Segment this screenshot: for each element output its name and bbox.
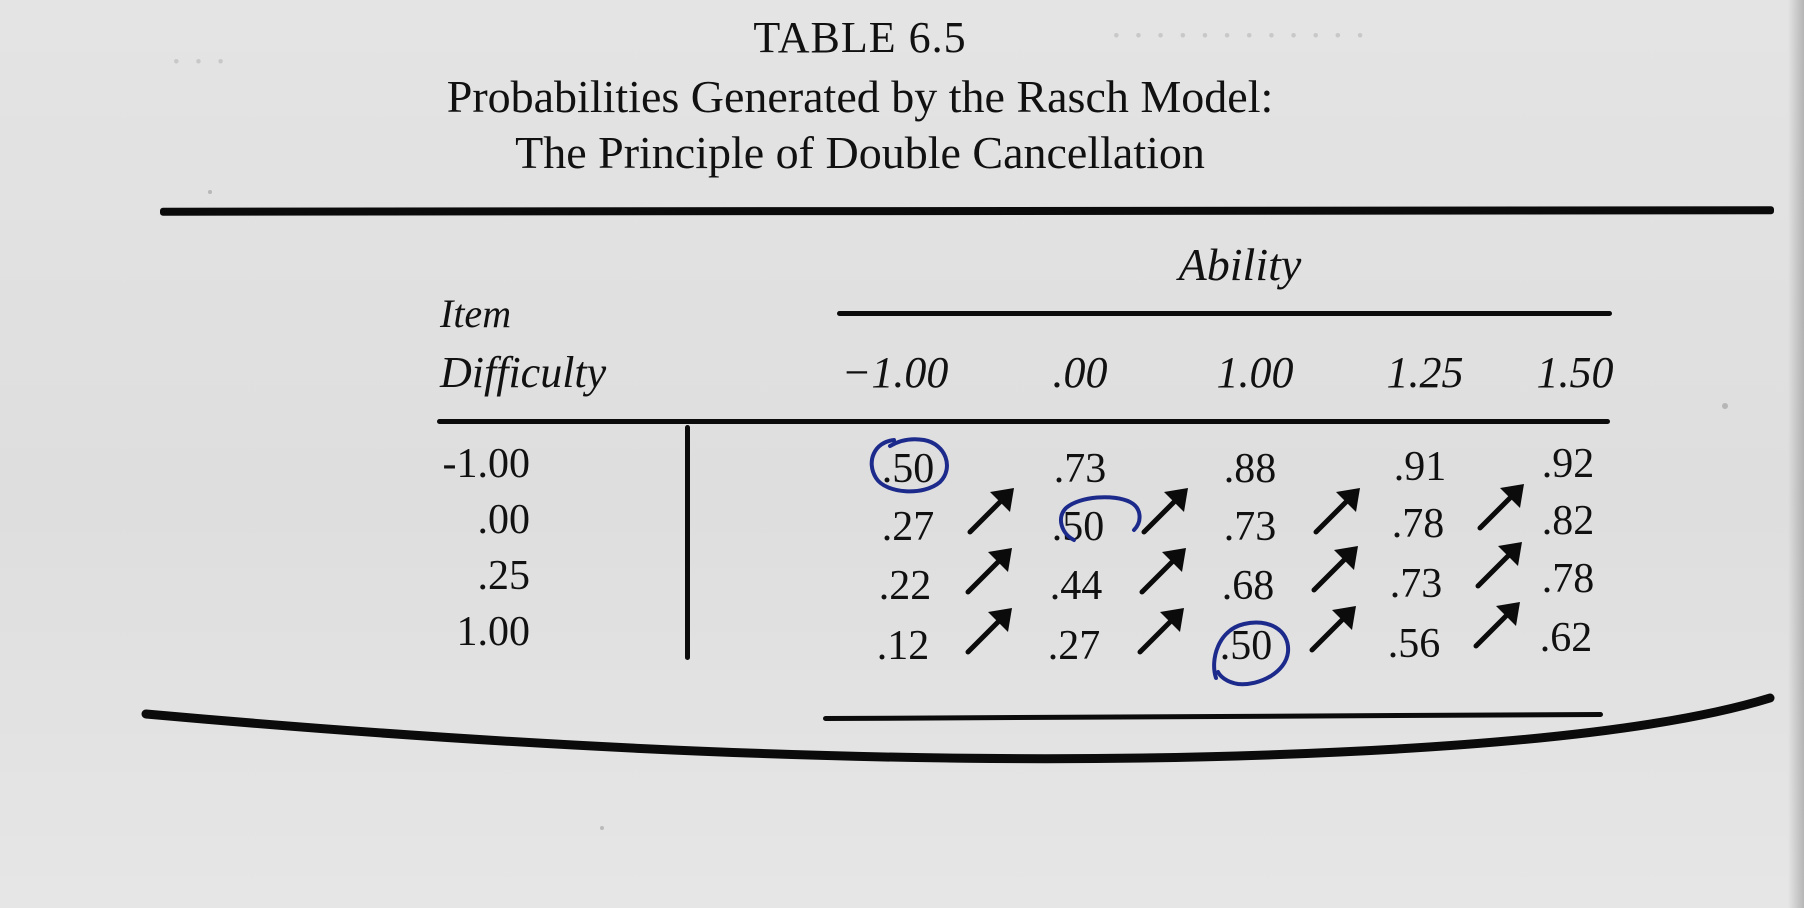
table-cell: .78 (1391, 501, 1445, 547)
table-cell: .27 (1047, 623, 1101, 669)
ability-spanner-rule (837, 311, 1612, 316)
table-cell: .73 (1053, 446, 1107, 492)
up-right-arrow-icon (1310, 482, 1366, 538)
table-cell: .56 (1387, 621, 1441, 667)
table-cell: .44 (1049, 563, 1103, 609)
up-right-arrow-icon (962, 602, 1018, 658)
up-right-arrow-icon (1134, 602, 1190, 658)
header-rule (437, 419, 1610, 424)
row-label: -1.00 (442, 441, 531, 487)
table-cell: .62 (1539, 615, 1593, 661)
table-label: TABLE 6.5 (753, 13, 967, 62)
up-right-arrow-icon (1306, 600, 1362, 656)
paper-speck (600, 826, 604, 830)
up-right-arrow-icon (1470, 596, 1526, 652)
up-right-arrow-icon (1138, 482, 1194, 538)
table-cell: .73 (1389, 561, 1443, 607)
paper-speck (208, 190, 212, 194)
table-cell: .50 (881, 446, 935, 492)
column-header: −1.00 (841, 348, 949, 397)
row-header-item: Item (440, 291, 512, 336)
table-cell: .91 (1393, 444, 1447, 490)
up-right-arrow-icon (1472, 536, 1528, 592)
column-header: .00 (1052, 348, 1108, 397)
row-label: 1.00 (456, 609, 531, 655)
table-cell: .92 (1541, 441, 1595, 487)
table-cell: .50 (1051, 504, 1105, 550)
bleed-through-smudge: · · · (170, 41, 227, 83)
row-label: .00 (477, 497, 531, 543)
table-cell: .82 (1541, 498, 1595, 544)
column-header: 1.50 (1536, 348, 1614, 397)
table-cell: .78 (1541, 556, 1595, 602)
table-title-line2: The Principle of Double Cancellation (515, 127, 1205, 178)
up-right-arrow-icon (1308, 540, 1364, 596)
ability-header: Ability (1178, 239, 1302, 290)
up-right-arrow-icon (964, 482, 1020, 538)
stub-column-rule (685, 425, 690, 660)
row-label: .25 (477, 553, 531, 599)
table-cell: .12 (876, 623, 930, 669)
row-header-difficulty: Difficulty (440, 348, 607, 397)
table-cell: .22 (878, 563, 932, 609)
bleed-through-smudge: · · · · · · · · · · · · (1110, 15, 1367, 57)
column-header: 1.00 (1216, 348, 1294, 397)
up-right-arrow-icon (1136, 542, 1192, 598)
table-cell: .27 (881, 504, 935, 550)
table-cell: .68 (1221, 563, 1275, 609)
paper-speck (1722, 403, 1728, 409)
table-title-line1: Probabilities Generated by the Rasch Mod… (446, 71, 1274, 122)
up-right-arrow-icon (962, 542, 1018, 598)
top-rule (159, 206, 1775, 216)
bottom-rule (141, 693, 1775, 764)
table-cell: .88 (1223, 446, 1277, 492)
table-cell: .50 (1219, 623, 1273, 669)
up-right-arrow-icon (1474, 478, 1530, 534)
column-header: 1.25 (1386, 348, 1464, 397)
table-cell: .73 (1223, 504, 1277, 550)
